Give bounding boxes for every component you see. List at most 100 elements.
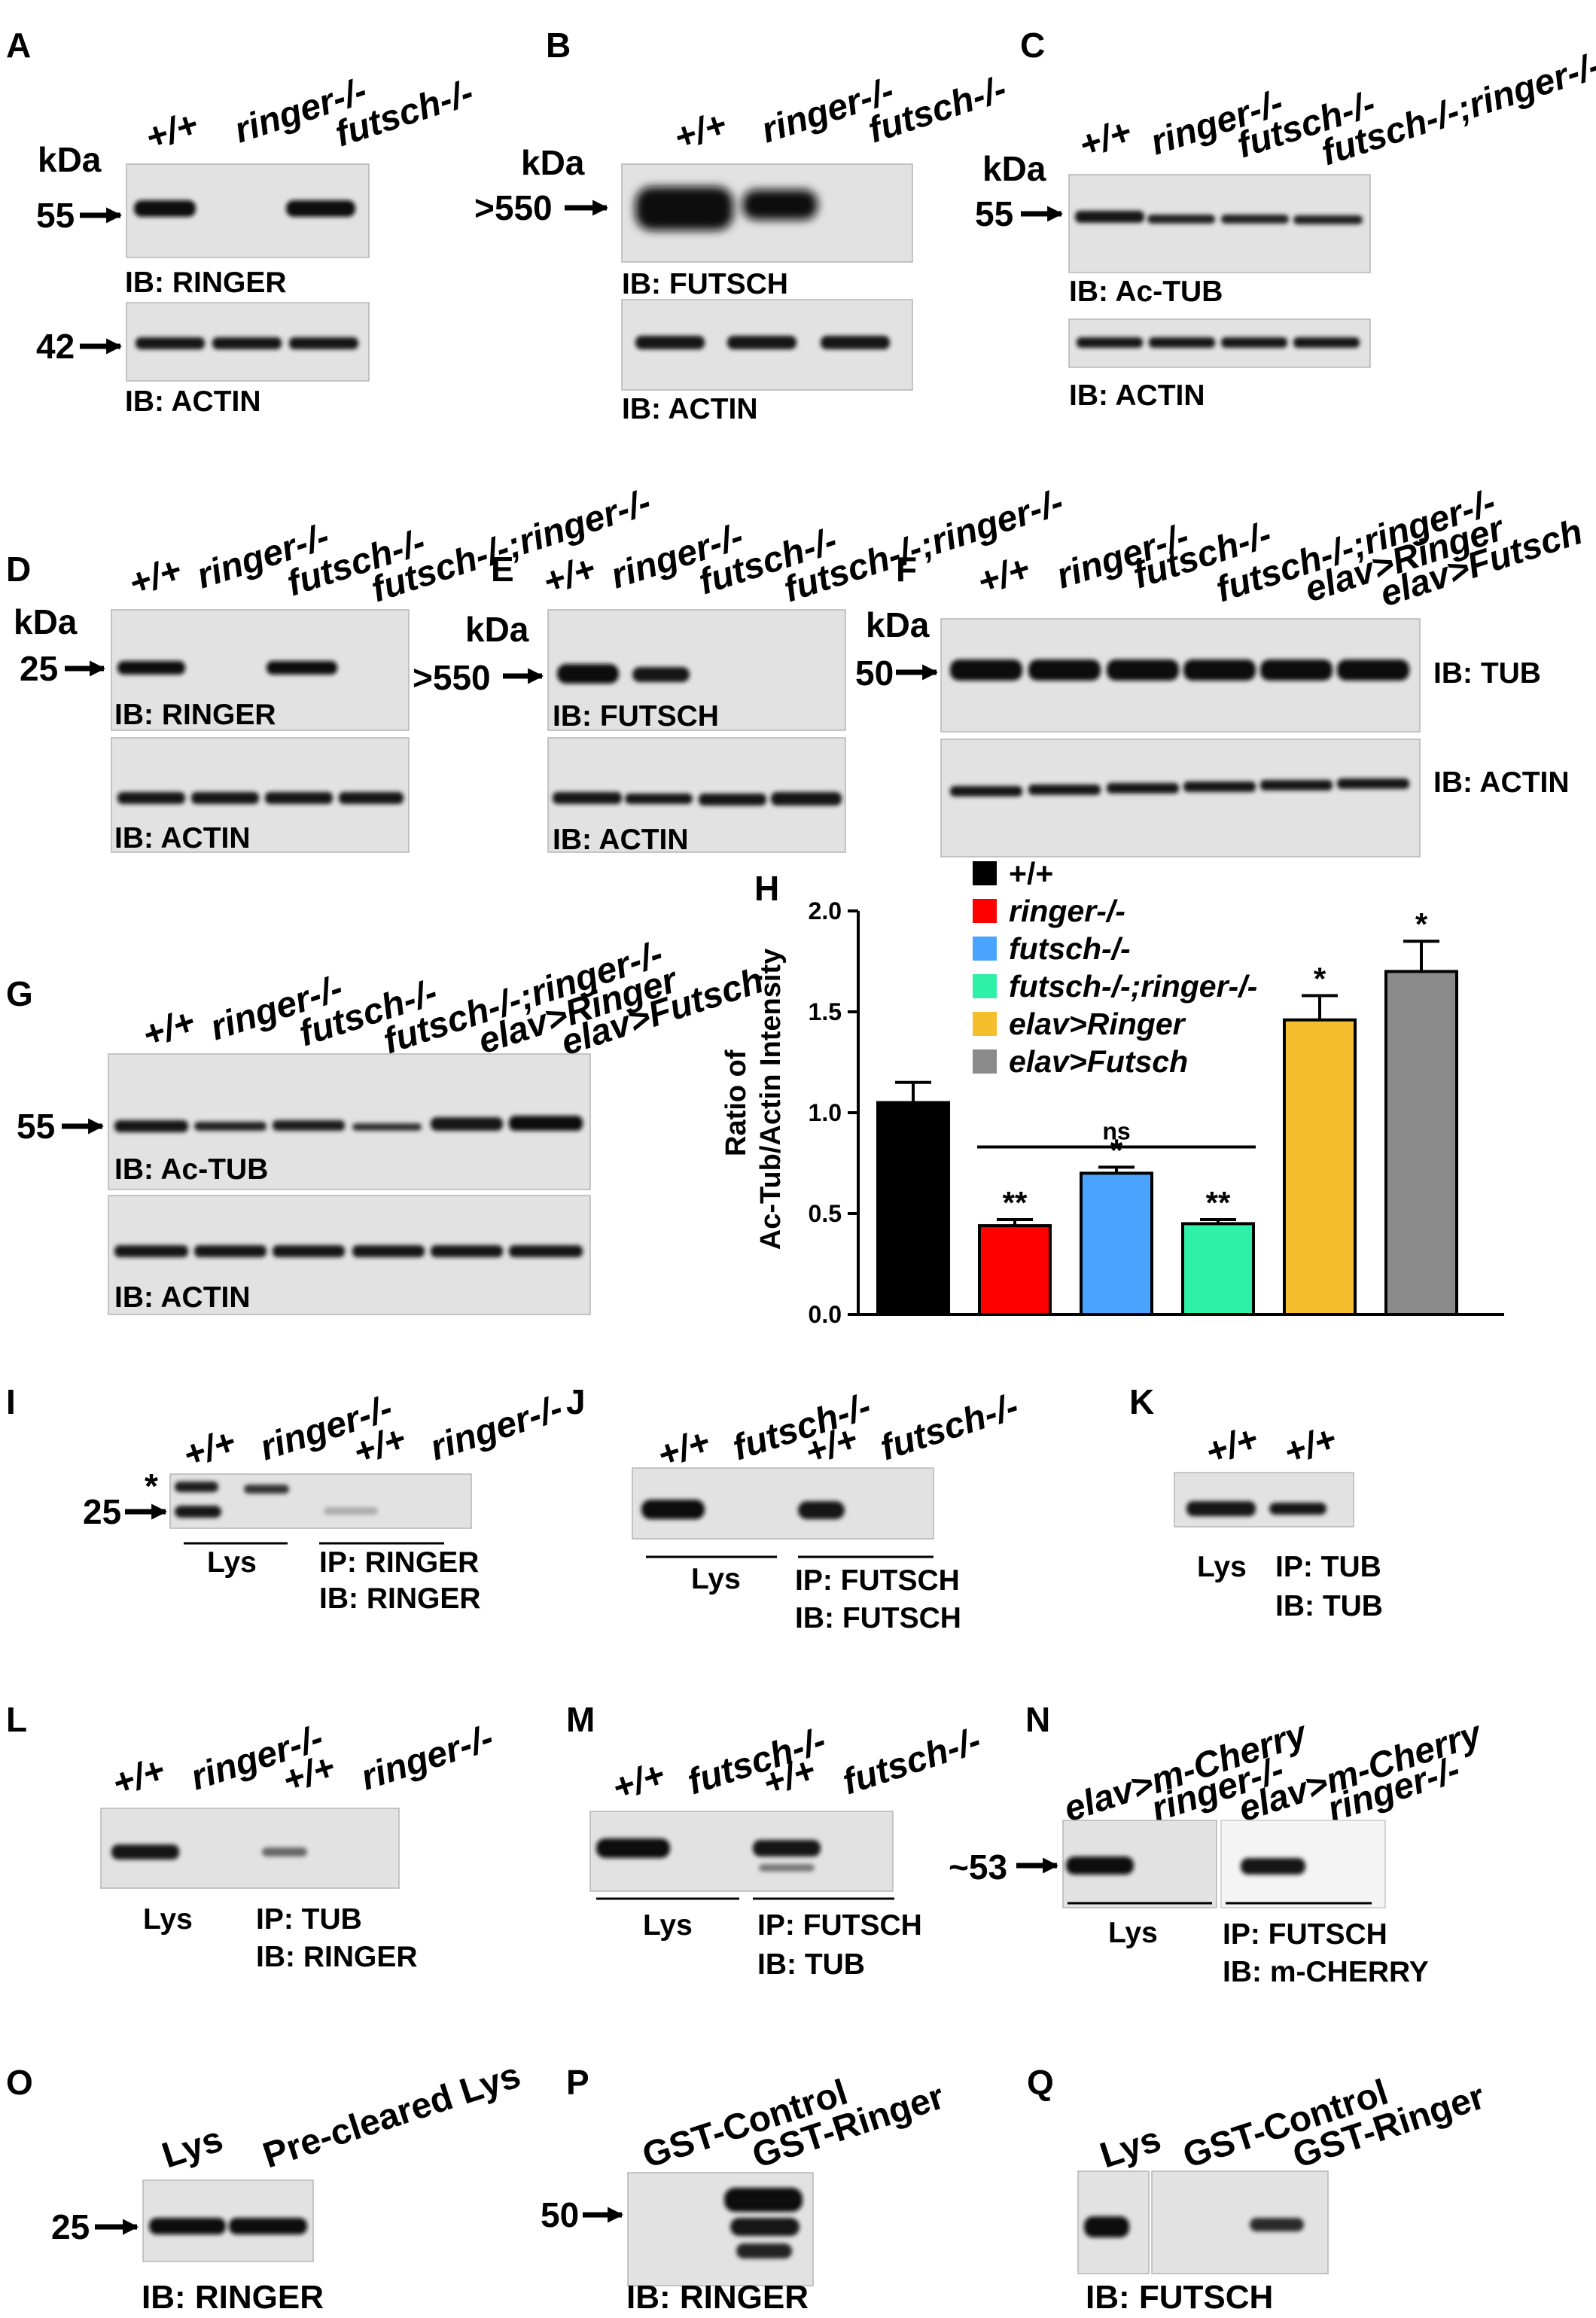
legend-label: elav>Ringer xyxy=(1009,1007,1186,1041)
lane-label: Pre-cleared Lys xyxy=(258,2055,525,2176)
panel-k: K +/+ +/+ Lys IP: TUB IB: TUB xyxy=(1129,1382,1383,1622)
panel-letter-a: A xyxy=(6,26,31,65)
ib-label: IB: ACTIN xyxy=(622,393,758,425)
ib-label: IB: FUTSCH xyxy=(553,700,719,733)
legend-swatch xyxy=(973,899,997,923)
ib-label: IB: m-CHERRY xyxy=(1223,1956,1429,1988)
legend-swatch xyxy=(973,937,997,961)
panel-letter-c: C xyxy=(1020,26,1045,65)
ib-label: IB: ACTIN xyxy=(1069,379,1205,412)
panel-l: L +/+ ringer-/- +/+ ringer-/- Lys IP: TU… xyxy=(6,1700,498,1973)
blot-band xyxy=(625,793,693,804)
panel-c: C +/+ ringer-/- futsch-/- futsch-/-;ring… xyxy=(975,26,1596,412)
blot-band xyxy=(635,336,705,349)
blot-band xyxy=(553,792,622,804)
mw-marker: 25 xyxy=(83,1492,121,1531)
blot-band xyxy=(759,1864,815,1872)
panel-letter-q: Q xyxy=(1027,2063,1054,2102)
blot-band xyxy=(111,1844,179,1860)
ip-label: IP: FUTSCH xyxy=(1223,1918,1387,1951)
comparison-bracket: ns xyxy=(977,1118,1256,1149)
ib-label: IB: ACTIN xyxy=(1433,766,1570,799)
ip-label: IP: RINGER xyxy=(319,1546,479,1579)
lane-label: +/+ xyxy=(141,105,203,159)
mw-marker: 50 xyxy=(855,653,894,693)
blot-band xyxy=(431,1117,503,1131)
blot-band xyxy=(632,667,690,682)
y-tick-label: 1.0 xyxy=(809,1099,842,1126)
panel-letter-n: N xyxy=(1025,1700,1050,1739)
blot-band xyxy=(1293,337,1360,348)
lane-label: +/+ xyxy=(1074,112,1136,166)
mw-marker: 25 xyxy=(51,2207,90,2246)
panel-letter-g: G xyxy=(6,974,33,1013)
lane-label: ringer-/- xyxy=(356,1718,498,1798)
blot-band xyxy=(821,336,890,349)
y-tick-label: 1.5 xyxy=(809,998,842,1025)
mw-marker: 50 xyxy=(541,2195,579,2234)
y-axis-label-line1: Ratio of xyxy=(720,1049,752,1156)
legend-label: +/+ xyxy=(1009,856,1053,891)
blot-band xyxy=(753,1840,821,1857)
panel-letter-k: K xyxy=(1129,1382,1154,1421)
ip-label: IP: FUTSCH xyxy=(757,1909,922,1942)
panel-letter-l: L xyxy=(6,1700,27,1739)
ib-label: IB: Ac-TUB xyxy=(114,1153,268,1186)
y-tick-label: 2.0 xyxy=(809,897,842,924)
blot-band xyxy=(771,792,842,806)
panel-p: P GST-Control GST-Ringer 50 IB: RINGER xyxy=(541,2063,949,2316)
blot-band xyxy=(194,1245,267,1257)
lane-label: +/+ xyxy=(1279,1419,1341,1473)
blot-band xyxy=(194,1122,267,1131)
blot-band xyxy=(596,1838,670,1858)
mw-marker: 42 xyxy=(36,327,75,366)
blot-band xyxy=(699,793,766,806)
blot-band xyxy=(229,2218,307,2234)
error-bars xyxy=(895,940,1439,1226)
y-axis-label-line2: Ac-Tub/Actin Intensity xyxy=(755,949,787,1250)
blot-band xyxy=(1107,783,1179,793)
y-tick-label: 0.0 xyxy=(809,1301,842,1328)
blot-band xyxy=(265,792,333,804)
panel-m: M +/+ futsch-/- +/+ futsch-/- Lys IP: FU… xyxy=(566,1700,985,1981)
group-label: Lys xyxy=(207,1546,257,1579)
blot-band xyxy=(1186,1501,1256,1516)
bar xyxy=(876,1101,950,1316)
panel-letter-i: I xyxy=(6,1382,16,1421)
lane-label: +/+ xyxy=(973,549,1034,603)
mw-marker: 55 xyxy=(36,196,75,235)
blot-band xyxy=(724,2188,803,2212)
panel-letter-j: J xyxy=(566,1382,586,1421)
blot-band xyxy=(286,200,355,217)
blot-band xyxy=(1147,215,1215,224)
kda-label: kDa xyxy=(38,140,102,179)
blot-band xyxy=(1075,211,1144,223)
blot-band xyxy=(134,200,196,217)
blot-band xyxy=(1183,781,1256,792)
blot-band xyxy=(175,1506,221,1518)
panel-f: F +/+ ringer-/- futsch-/- futsch-/-;ring… xyxy=(855,483,1588,857)
lane-label: Lys xyxy=(157,2119,227,2176)
kda-label: kDa xyxy=(14,602,78,641)
blot-band xyxy=(1028,784,1101,795)
blot-band xyxy=(149,2218,226,2234)
mw-marker: ~53 xyxy=(949,1847,1007,1887)
mw-marker: 55 xyxy=(17,1107,55,1146)
blot-band xyxy=(736,2243,792,2259)
group-label: Lys xyxy=(643,1909,693,1942)
blot-band xyxy=(324,1507,378,1515)
blot-band xyxy=(1260,659,1333,681)
blot-band xyxy=(557,664,619,684)
lane-label: +/+ xyxy=(178,1422,240,1476)
significance-marks: ******* xyxy=(1003,906,1428,1220)
group-label: Lys xyxy=(1197,1551,1247,1583)
significance-label: ** xyxy=(1206,1185,1231,1220)
blot-band xyxy=(352,1245,425,1257)
ib-label: IB: ACTIN xyxy=(125,385,261,418)
blot-band xyxy=(635,187,733,230)
panel-j: J +/+ futsch-/- +/+ futsch-/- Lys IP: FU… xyxy=(566,1382,1023,1634)
blot-band xyxy=(273,1120,345,1131)
blot-band xyxy=(1149,337,1215,348)
blot-band xyxy=(1028,659,1101,681)
y-tick-label: 0.5 xyxy=(809,1200,842,1227)
